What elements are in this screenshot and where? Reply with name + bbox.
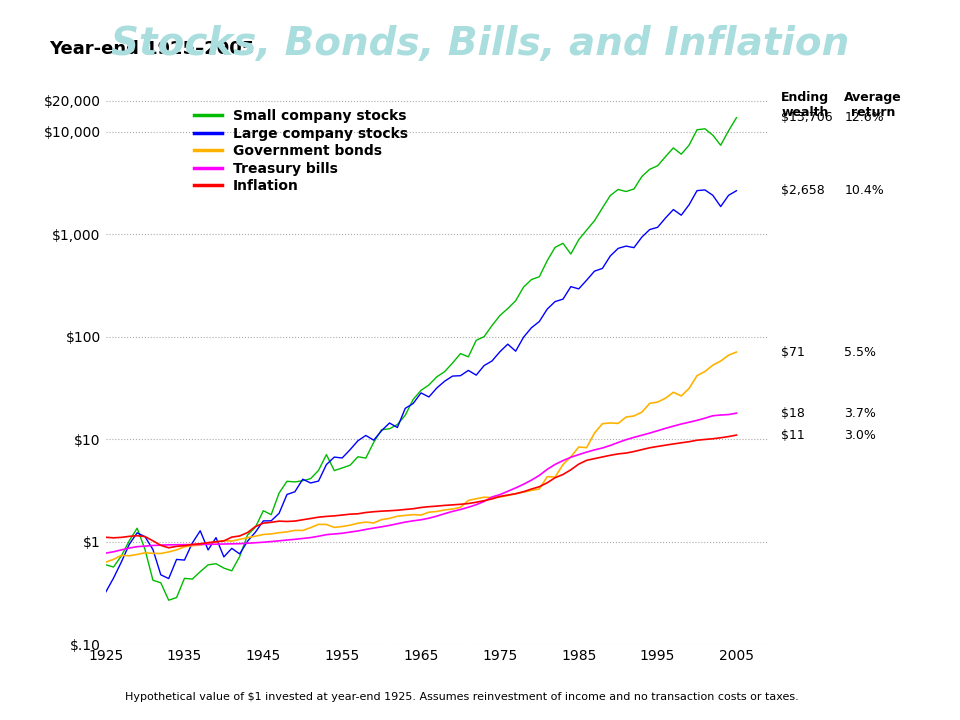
Text: 3.7%: 3.7%: [844, 407, 876, 420]
Text: Year-end 1925–2005: Year-end 1925–2005: [49, 40, 254, 58]
Text: $71: $71: [781, 346, 805, 359]
Text: 10.4%: 10.4%: [844, 184, 884, 197]
Text: $13,706: $13,706: [781, 111, 833, 124]
Text: Average
return: Average return: [844, 91, 902, 120]
Text: Stocks, Bonds, Bills, and Inflation: Stocks, Bonds, Bills, and Inflation: [110, 25, 850, 63]
Text: 12.6%: 12.6%: [844, 111, 884, 124]
Text: $18: $18: [781, 407, 805, 420]
Text: $2,658: $2,658: [781, 184, 825, 197]
Text: $11: $11: [781, 428, 805, 441]
Legend: Small company stocks, Large company stocks, Government bonds, Treasury bills, In: Small company stocks, Large company stoc…: [189, 104, 414, 199]
Text: Hypothetical value of $1 invested at year-end 1925. Assumes reinvestment of inco: Hypothetical value of $1 invested at yea…: [125, 692, 799, 702]
Text: Ending
wealth: Ending wealth: [781, 91, 829, 120]
Text: 3.0%: 3.0%: [844, 428, 876, 441]
Text: 5.5%: 5.5%: [844, 346, 876, 359]
